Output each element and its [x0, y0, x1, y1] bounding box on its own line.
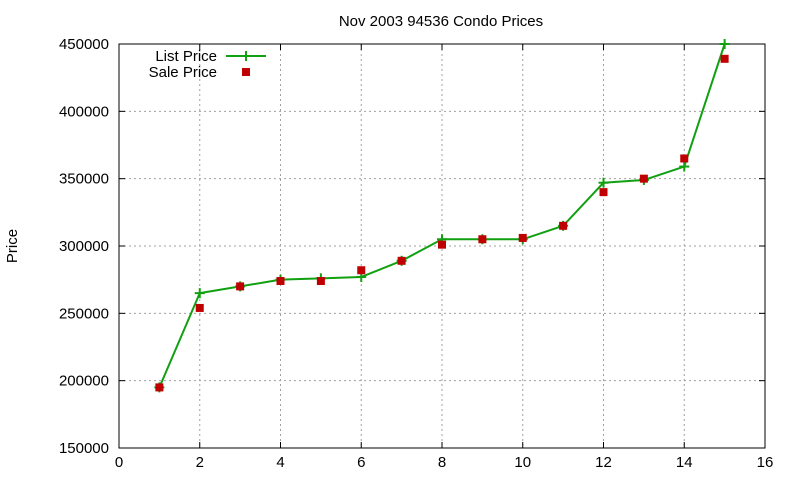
sale-price-point — [680, 154, 689, 163]
y-tick-label: 400000 — [59, 103, 109, 120]
sale-price-point — [438, 240, 446, 249]
x-tick-label: 6 — [357, 454, 365, 471]
x-tick-label: 14 — [676, 454, 693, 471]
x-tick-label: 12 — [595, 454, 612, 471]
series — [154, 39, 730, 393]
legend-label-sale-price: Sale Price — [149, 64, 217, 81]
x-tick-label: 10 — [514, 454, 531, 471]
sale-price-point — [357, 266, 366, 275]
legend-marker-list-price — [241, 51, 251, 61]
y-tick-label: 300000 — [59, 238, 109, 255]
list-price-point — [679, 161, 690, 172]
sale-price-point — [559, 221, 568, 230]
y-tick-label: 150000 — [59, 440, 109, 457]
y-tick-label: 450000 — [59, 36, 109, 53]
legend-label-list-price: List Price — [155, 48, 217, 65]
sale-price-point — [195, 303, 204, 312]
list-price-point — [598, 177, 609, 188]
x-tick-label: 4 — [276, 454, 284, 471]
legend: List Price Sale Price — [149, 48, 266, 81]
sale-price-point — [397, 256, 406, 265]
sale-price-point — [478, 235, 487, 244]
y-axis-label: Price — [4, 229, 21, 263]
y-tick-label: 200000 — [59, 373, 109, 390]
x-tick-label: 8 — [438, 454, 446, 471]
axis-ticks: 0 2 4 6 8 10 12 14 16 150000 200000 250000 300000 350… — [59, 36, 773, 471]
x-tick-label: 0 — [115, 454, 123, 471]
y-tick-label: 250000 — [59, 305, 109, 322]
x-tick-label: 2 — [196, 454, 204, 471]
sale-price-point — [316, 277, 325, 286]
sale-price-point — [276, 277, 285, 286]
sale-price-point — [155, 383, 164, 392]
y-tick-label: 350000 — [59, 171, 109, 188]
sale-price-point — [236, 282, 245, 291]
sale-price-point — [518, 233, 527, 242]
list-price-point — [194, 288, 205, 299]
sale-price-point — [599, 188, 608, 197]
legend-marker-sale-price — [242, 68, 250, 76]
list-price-point — [719, 39, 730, 49]
sale-price-point — [720, 54, 729, 63]
chart-title: Nov 2003 94536 Condo Prices — [339, 13, 543, 30]
sale-price-point — [639, 174, 648, 183]
x-tick-label: 16 — [757, 454, 774, 471]
